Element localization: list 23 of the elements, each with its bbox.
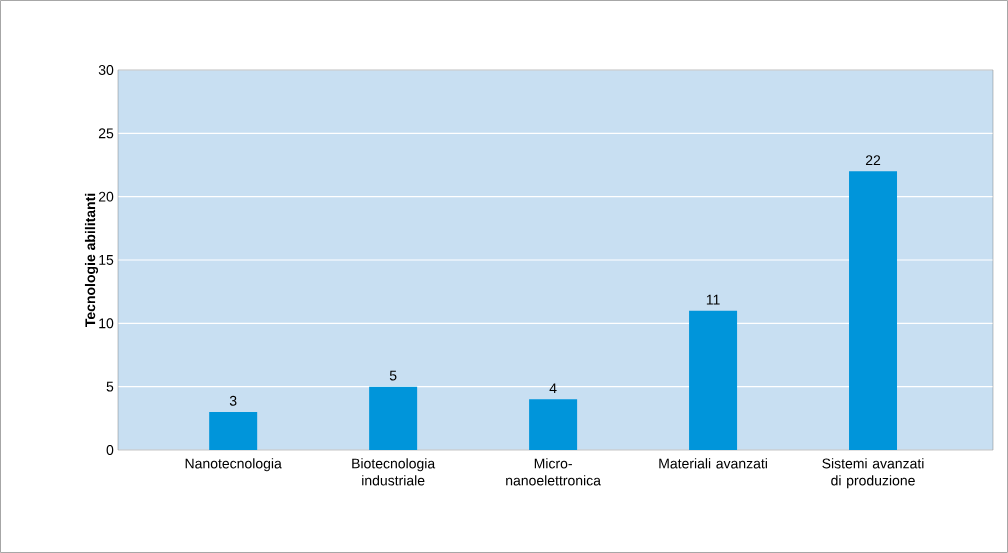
data-label: 22 <box>865 155 881 166</box>
data-label: 4 <box>549 383 557 394</box>
bar <box>209 411 258 450</box>
x-tick-label: Materiali avanzati <box>659 458 767 469</box>
bar <box>849 171 898 450</box>
data-label: 11 <box>706 294 720 305</box>
bar <box>369 386 418 450</box>
bar <box>529 399 578 450</box>
x-tick-label: Biotecnologia industriale <box>352 458 436 486</box>
y-tick-label: 20 <box>98 191 114 202</box>
y-tick-label: 15 <box>99 255 114 265</box>
data-label: 5 <box>389 370 397 381</box>
x-tick-label: Micro-nanoelettronica <box>506 458 601 486</box>
y-tick-label: 10 <box>99 318 114 329</box>
bar <box>689 310 738 450</box>
y-tick-label: 25 <box>98 128 114 139</box>
y-tick-label: 30 <box>98 65 114 75</box>
y-tick-label: 0 <box>106 445 114 455</box>
data-label: 3 <box>229 395 237 406</box>
y-tick-label: 5 <box>106 381 114 392</box>
x-tick-label: Sistemi avanzati di produzione <box>822 458 924 489</box>
y-axis-title: Tecnologie abilitanti <box>84 193 99 327</box>
x-tick-label: Nanotecnologia <box>185 458 282 472</box>
